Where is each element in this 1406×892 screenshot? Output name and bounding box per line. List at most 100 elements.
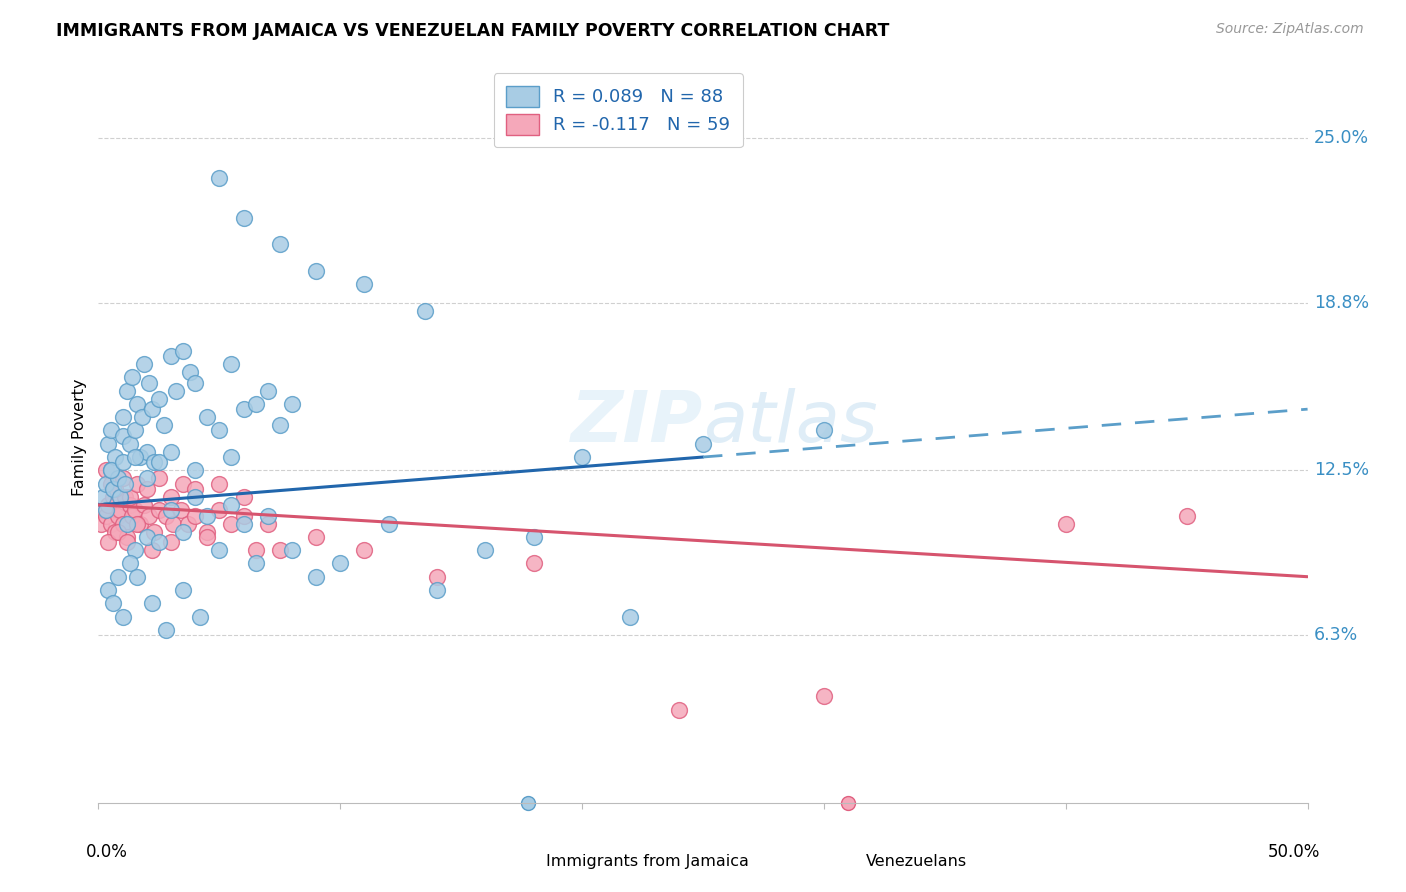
Point [97,436,120,450]
Point [134,498,156,512]
Point [100,424,122,438]
Point [111,455,134,469]
Point [184,482,207,496]
Point [195,530,218,544]
Point [148,455,170,469]
Point [160,490,183,504]
Point [377,516,399,531]
Point [353,543,375,558]
Point [329,557,352,571]
Point [160,535,183,549]
Point [141,402,163,417]
Point [104,450,127,464]
Text: 50.0%: 50.0% [1267,843,1320,861]
Point [143,524,166,539]
Point [111,429,134,443]
Point [256,516,278,531]
Point [523,530,546,544]
Point [281,397,304,411]
Point [118,490,141,504]
Point [221,450,243,464]
Text: 12.5%: 12.5% [1313,461,1369,479]
Point [111,471,134,485]
Point [101,596,124,610]
Point [107,471,129,485]
Point [256,384,278,398]
Point [232,508,254,523]
Point [135,471,157,485]
Point [413,303,436,318]
Point [269,418,291,433]
Point [104,482,127,496]
Point [141,596,163,610]
Point [195,524,218,539]
Text: 25.0%: 25.0% [1313,128,1369,147]
Point [101,482,124,496]
Point [107,570,129,584]
Point [208,170,231,185]
Point [100,476,122,491]
Point [124,543,146,558]
Point [426,582,449,597]
Point [172,582,194,597]
Point [232,402,254,417]
Point [90,516,112,531]
Point [127,476,149,491]
Point [124,450,146,464]
Point [121,508,143,523]
Point [474,543,496,558]
Point [138,508,160,523]
Point [108,490,131,504]
Point [221,498,243,512]
Point [426,570,449,584]
Point [208,476,231,491]
Point [281,543,304,558]
Point [97,498,120,512]
Point [208,503,231,517]
Text: 0.0%: 0.0% [86,843,128,861]
Point [148,503,170,517]
Point [135,482,157,496]
Point [232,516,254,531]
Text: 18.8%: 18.8% [1313,293,1369,312]
Point [97,535,120,549]
Point [184,490,207,504]
Point [160,444,183,458]
Point [91,503,114,517]
Point [305,570,328,584]
Text: Immigrants from Jamaica: Immigrants from Jamaica [546,854,748,869]
Point [184,508,207,523]
Text: Source: ZipAtlas.com: Source: ZipAtlas.com [1216,22,1364,37]
Point [188,609,211,624]
Point [172,524,194,539]
Point [107,508,129,523]
Point [124,424,146,438]
Point [179,365,201,379]
Point [245,557,267,571]
Point [1175,508,1198,523]
Point [813,690,835,704]
Point [269,543,291,558]
Point [94,476,117,491]
Point [305,530,328,544]
Point [127,397,149,411]
Point [118,498,141,512]
Point [813,424,835,438]
Point [195,410,218,425]
Point [143,455,166,469]
Point [305,264,328,278]
Point [245,543,267,558]
Point [111,609,134,624]
Point [131,410,153,425]
Point [221,357,243,371]
Point [128,516,150,531]
Point [128,450,150,464]
Point [138,376,160,390]
Point [148,535,170,549]
Point [523,557,546,571]
Point [184,376,207,390]
Point [104,524,127,539]
Point [135,530,157,544]
Point [94,463,117,477]
Point [152,418,174,433]
